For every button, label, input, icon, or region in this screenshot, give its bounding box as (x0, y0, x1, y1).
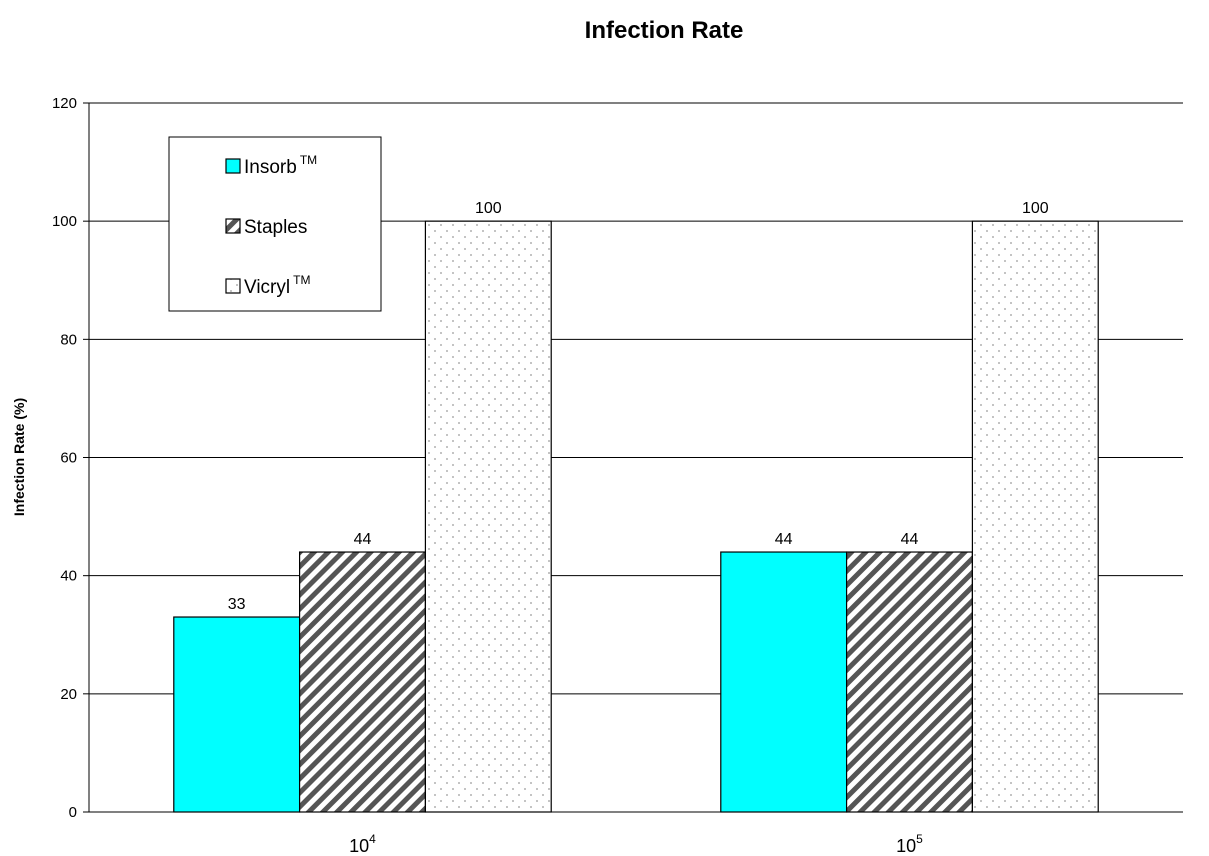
bars: 33 44 100 44 44 100 (173, 200, 1099, 813)
data-label: 33 (228, 596, 246, 613)
legend-swatch (225, 158, 241, 174)
bar (720, 551, 848, 813)
legend-label: Staples (244, 217, 307, 238)
x-tick-label: 104 (349, 832, 376, 856)
chart-title: Infection Rate (585, 17, 744, 44)
x-tick-label: 105 (896, 832, 923, 856)
x-axis-labels: 104 105 (349, 832, 923, 856)
y-tick-label: 120 (52, 95, 77, 112)
y-tick-label: 0 (69, 804, 77, 821)
y-axis-label: Infection Rate (%) (11, 398, 27, 516)
data-label: 44 (775, 531, 793, 548)
legend-box (168, 136, 382, 312)
y-axis-ticks: 0 20 40 60 80 100 120 (52, 95, 89, 821)
y-tick-label: 60 (60, 450, 77, 467)
data-label: 44 (901, 531, 919, 548)
data-label: 100 (1022, 200, 1049, 217)
y-tick-label: 40 (60, 568, 77, 585)
data-label: 100 (475, 200, 502, 217)
bar (298, 551, 427, 813)
bar (424, 220, 552, 813)
bar (845, 551, 974, 813)
bar (971, 220, 1099, 813)
y-tick-label: 100 (52, 213, 77, 230)
axes (88, 103, 1183, 813)
bar (173, 616, 301, 813)
legend-swatch (225, 278, 241, 294)
y-tick-label: 20 (60, 686, 77, 703)
y-tick-label: 80 (60, 331, 77, 348)
legend-swatch (225, 218, 241, 234)
data-label: 44 (354, 531, 372, 548)
